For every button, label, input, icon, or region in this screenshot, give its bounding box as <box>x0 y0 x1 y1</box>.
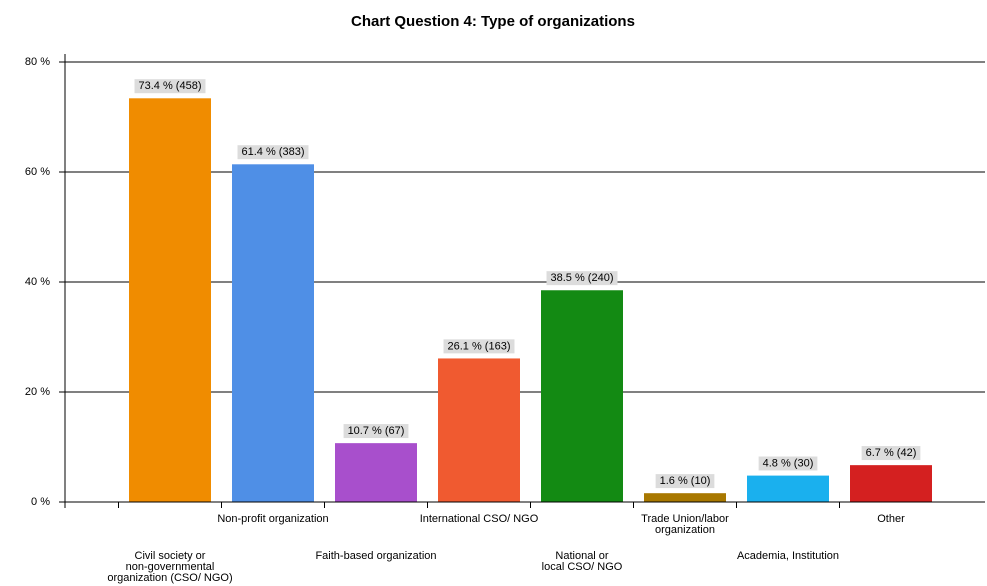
value-label-bg <box>758 456 818 471</box>
x-tick-label: Academia, Institution <box>737 550 839 562</box>
x-tick-label: organization <box>655 524 715 536</box>
value-label: 26.1 % (163) <box>448 340 511 352</box>
x-tick-label: local CSO/ NGO <box>542 561 623 573</box>
value-label: 61.4 % (383) <box>242 146 305 158</box>
x-tick-label: National or <box>555 550 609 562</box>
x-tick-label: Trade Union/labor <box>641 513 729 525</box>
x-tick-label: non-governmental <box>126 561 215 573</box>
value-label-bg <box>655 474 715 489</box>
value-label-bg <box>237 145 309 160</box>
bar <box>129 98 211 503</box>
value-label: 6.7 % (42) <box>866 447 917 459</box>
y-tick-label: 60 % <box>25 166 50 178</box>
x-tick-label: Faith-based organization <box>315 550 436 562</box>
x-tick-label: Civil society or <box>135 550 206 562</box>
y-tick-label: 40 % <box>25 276 50 288</box>
x-tick-label: Other <box>877 513 905 525</box>
y-tick-label: 0 % <box>31 496 50 508</box>
value-label: 38.5 % (240) <box>551 272 614 284</box>
chart-title: Chart Question 4: Type of organizations <box>351 13 635 30</box>
bar <box>850 465 932 502</box>
value-label: 1.6 % (10) <box>660 475 711 487</box>
bar <box>438 358 520 502</box>
value-label: 4.8 % (30) <box>763 458 814 470</box>
x-tick-label: organization (CSO/ NGO) <box>107 572 232 584</box>
y-tick-label: 20 % <box>25 386 50 398</box>
x-tick-label: International CSO/ NGO <box>420 513 539 525</box>
bar <box>644 493 726 502</box>
bar <box>335 443 417 502</box>
y-tick-label: 80 % <box>25 56 50 68</box>
bar <box>232 164 314 503</box>
value-label-bg <box>861 446 921 461</box>
bar <box>541 290 623 502</box>
bar <box>747 475 829 502</box>
x-tick-label: Non-profit organization <box>217 513 328 525</box>
value-label-bg <box>134 79 206 94</box>
value-label-bg <box>546 271 618 286</box>
value-label-bg <box>343 424 409 439</box>
value-label: 73.4 % (458) <box>139 80 202 92</box>
value-label-bg <box>443 339 515 354</box>
value-label: 10.7 % (67) <box>348 425 405 437</box>
